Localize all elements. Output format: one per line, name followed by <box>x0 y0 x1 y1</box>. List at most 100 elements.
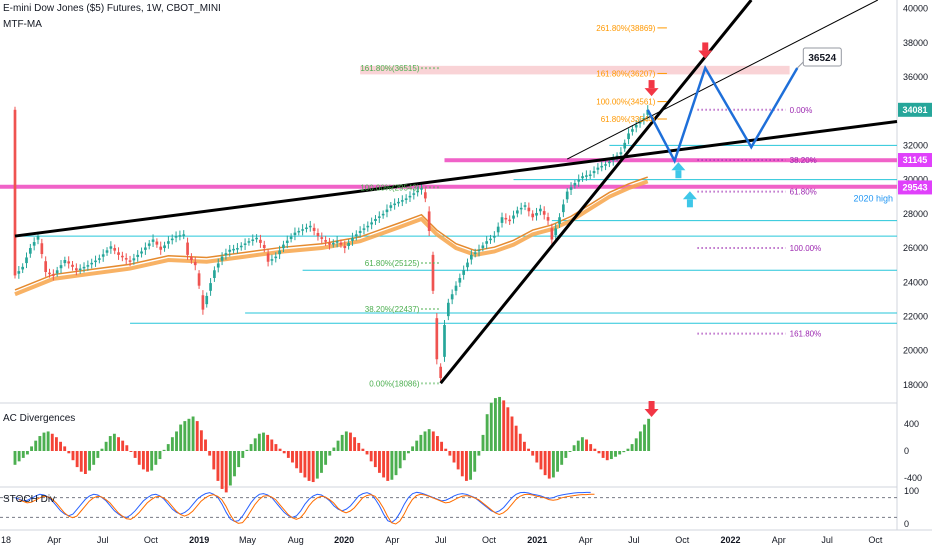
ac-bar <box>431 431 435 451</box>
candle-body <box>592 171 596 174</box>
candle-body <box>631 129 634 132</box>
price-tick: 26000 <box>903 243 928 253</box>
time-axis[interactable]: 18 Apr Jul Oct 2019 May Aug 2020 Apr Jul Oct 2021 Ap… <box>1 535 883 545</box>
ac-bar <box>436 436 439 451</box>
ac-bar <box>344 431 348 451</box>
ac-bar <box>146 451 149 472</box>
candle-body <box>389 205 393 208</box>
candle-body <box>347 242 350 246</box>
ac-bar <box>237 451 241 468</box>
candle-body <box>435 318 439 360</box>
candle-body <box>305 227 308 230</box>
candle-body <box>527 207 531 212</box>
candle-body <box>627 133 630 140</box>
ac-bar <box>324 451 328 465</box>
ac-bar <box>83 451 87 474</box>
ac-bar <box>576 440 580 451</box>
candle-body <box>193 262 197 266</box>
ac-bar <box>249 444 253 451</box>
candle-body <box>423 192 427 199</box>
candle-body <box>408 195 412 198</box>
ac-bar <box>489 402 493 451</box>
candle-body <box>205 295 209 305</box>
time-tick: Jul <box>435 535 447 545</box>
ac-bar <box>262 432 265 451</box>
time-tick: Apr <box>47 535 61 545</box>
ac-bar <box>274 444 278 451</box>
candle-body <box>596 167 600 170</box>
ac-bar <box>88 451 91 471</box>
fib-ext-label: 100.00%(34561) <box>596 98 655 107</box>
ac-bar <box>170 437 174 451</box>
candle-body <box>496 226 500 233</box>
up-arrow-icon <box>682 191 697 200</box>
time-tick: 2021 <box>527 535 547 545</box>
ac-bar <box>369 451 373 462</box>
ac-bar <box>560 451 564 465</box>
candle-body <box>481 245 485 249</box>
highlight-zones <box>0 65 897 189</box>
ac-bar <box>460 451 464 477</box>
ac-bar <box>187 418 191 451</box>
trend-lines[interactable] <box>14 0 898 385</box>
ac-bar <box>291 451 294 463</box>
ac-bar <box>96 451 100 458</box>
ac-bar <box>556 451 559 472</box>
candle-body <box>416 190 419 193</box>
ac-bar <box>493 398 497 451</box>
candle-body <box>351 237 354 241</box>
time-tick: Jul <box>628 535 640 545</box>
candle-body <box>600 165 604 168</box>
ac-bar <box>224 451 228 493</box>
ac-bar <box>303 451 307 478</box>
candle-body <box>608 161 611 164</box>
price-tick: 28000 <box>903 209 928 219</box>
candle-body <box>213 270 216 278</box>
ac-bar <box>220 451 224 489</box>
ac-bar <box>137 451 141 465</box>
candle-body <box>262 244 266 249</box>
candle-body <box>232 248 235 251</box>
stoch-tick: 0 <box>904 519 909 529</box>
candle-body <box>312 227 316 231</box>
ac-bar <box>593 448 597 451</box>
candle-body <box>285 240 289 244</box>
fib-right-label: 38.20% <box>790 156 817 165</box>
ac-bar <box>328 451 332 456</box>
candle-body <box>585 175 588 177</box>
ac-bar <box>373 451 377 468</box>
candle-body <box>266 253 270 262</box>
candle-body <box>67 261 71 264</box>
candle-body <box>642 118 646 121</box>
indicator-label: MTF-MA <box>3 19 42 30</box>
price-tick: 40000 <box>903 4 928 14</box>
candle-body <box>155 241 159 245</box>
ac-bar <box>378 451 381 473</box>
ac-bar <box>257 433 261 451</box>
candle-body <box>13 109 17 276</box>
ac-bar <box>228 451 232 486</box>
fib-left-label: 38.20%(22437) <box>365 305 420 314</box>
ac-bar <box>456 451 460 470</box>
ac-bar <box>543 451 547 476</box>
projection-path[interactable]: 36524 <box>646 47 842 164</box>
candle-body <box>228 249 232 252</box>
ac-bar <box>307 451 311 481</box>
time-tick: 18 <box>1 535 11 545</box>
candle-body <box>523 205 527 207</box>
ac-bar <box>75 451 79 468</box>
ac-bar <box>241 451 245 458</box>
candle-body <box>588 174 592 176</box>
price-axis[interactable]: 4000038000360003400032000300002800026000… <box>898 4 932 529</box>
ac-bar <box>21 451 25 458</box>
ac-bar <box>253 438 257 451</box>
candle-body <box>71 264 74 267</box>
fib-right-label: 61.80% <box>790 188 817 197</box>
time-tick: May <box>239 535 257 545</box>
candle-body <box>21 266 25 270</box>
price-tick: 22000 <box>903 311 928 321</box>
stoch-div-pane <box>0 491 897 525</box>
candle-body <box>377 216 381 218</box>
candle-body <box>178 235 182 237</box>
